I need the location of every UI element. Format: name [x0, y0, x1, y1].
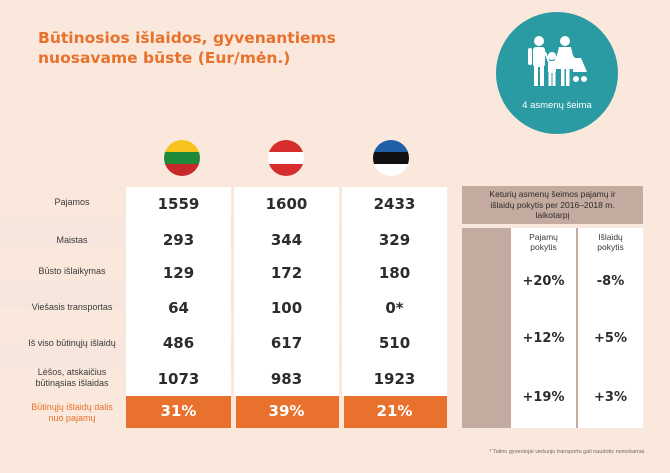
share-row-label: Būtinųjų išlaidų dalis nuo pajamų	[12, 402, 132, 424]
share-row	[0, 396, 447, 428]
share-row-label-line1: Būtinųjų išlaidų dalis	[31, 402, 113, 412]
income-change-header-line2: pokytis	[530, 242, 557, 252]
table-cell: 329	[378, 231, 411, 249]
income-change-header-line1: Pajamų	[529, 232, 558, 242]
table-cell: 617	[270, 334, 303, 352]
income-change-value: +12%	[522, 331, 565, 346]
panel-title: Keturių asmenų šeimos pajamų ir išlaidų …	[462, 186, 643, 224]
estonia-flag-icon	[475, 384, 501, 410]
austria-column	[234, 187, 339, 428]
row-label-transport: Viešasis transportas	[31, 302, 113, 312]
table-cell: 172	[270, 264, 303, 282]
row-label-remaining-line2: būtinąsias išlaidas	[35, 378, 109, 388]
title-line-2: nuosavame būste (Eur/mėn.)	[38, 49, 291, 67]
row-label-remaining-line1: Lėšos, atskaičius	[37, 367, 107, 377]
panel-title-line1: Keturių asmenų šeimos pajamų ir	[489, 189, 616, 199]
share-value: 21%	[376, 402, 413, 420]
table-cell: 486	[162, 334, 195, 352]
page-title: Būtinosios išlaidos, gyvenantiems nuosav…	[38, 28, 336, 68]
table-cell: 1559	[157, 195, 200, 213]
austria-flag-icon	[268, 140, 304, 176]
table-cell: 100	[270, 299, 303, 317]
family-badge: 4 asmenų šeima	[496, 12, 618, 134]
table-cell: 0*	[385, 299, 404, 317]
table-cell: 1073	[157, 370, 200, 388]
table-cell: 2433	[373, 195, 416, 213]
row-label-remaining: Lėšos, atskaičius būtinąsias išlaidas	[12, 367, 132, 389]
table-cell: 344	[270, 231, 303, 249]
panel-title-line2: išlaidų pokytis per 2016–2018 m.	[490, 199, 615, 210]
table-cell: 129	[162, 264, 195, 282]
expense-change-header: Išlaidų pokytis	[578, 232, 643, 252]
expense-change-header-line2: pokytis	[597, 242, 624, 252]
share-row-label-line2: nuo pajamų	[48, 413, 96, 423]
row-label-total-expenses: Iš viso būtinųjų išlaidų	[28, 338, 116, 348]
expense-change-column	[578, 228, 643, 428]
income-change-column	[511, 228, 576, 428]
income-change-header: Pajamų pokytis	[511, 232, 576, 252]
lithuania-flag-icon	[475, 268, 501, 294]
table-cell: 510	[378, 334, 411, 352]
badge-label: 4 asmenų šeima	[522, 100, 592, 111]
expense-change-header-line1: Išlaidų	[598, 232, 623, 242]
lithuania-flag-icon	[164, 140, 200, 176]
footnote: * Talino gyventojai viešuoju transportu …	[489, 449, 644, 455]
expense-change-value: +5%	[594, 331, 627, 346]
income-change-value: +19%	[522, 390, 565, 405]
panel-title-line3: laikotarpį	[535, 210, 570, 220]
row-label-food: Maistas	[56, 235, 88, 245]
share-value: 31%	[160, 402, 197, 420]
table-cell: 180	[378, 264, 411, 282]
table-cell: 1923	[373, 370, 416, 388]
estonia-column	[342, 187, 447, 428]
table-cell: 983	[270, 370, 303, 388]
expense-change-value: -8%	[596, 274, 625, 289]
family-icon	[528, 36, 587, 86]
austria-flag-icon	[475, 325, 501, 351]
row-label-housing: Būsto išlaikymas	[38, 266, 106, 276]
table-cell: 1600	[265, 195, 308, 213]
row-label-income: Pajamos	[54, 197, 90, 207]
table-cell: 64	[168, 299, 189, 317]
share-value: 39%	[268, 402, 305, 420]
estonia-flag-icon	[373, 140, 409, 176]
lithuania-column	[126, 187, 231, 428]
income-change-value: +20%	[522, 274, 565, 289]
title-line-1: Būtinosios išlaidos, gyvenantiems	[38, 29, 336, 47]
expense-change-value: +3%	[594, 390, 627, 405]
table-cell: 293	[162, 231, 195, 249]
